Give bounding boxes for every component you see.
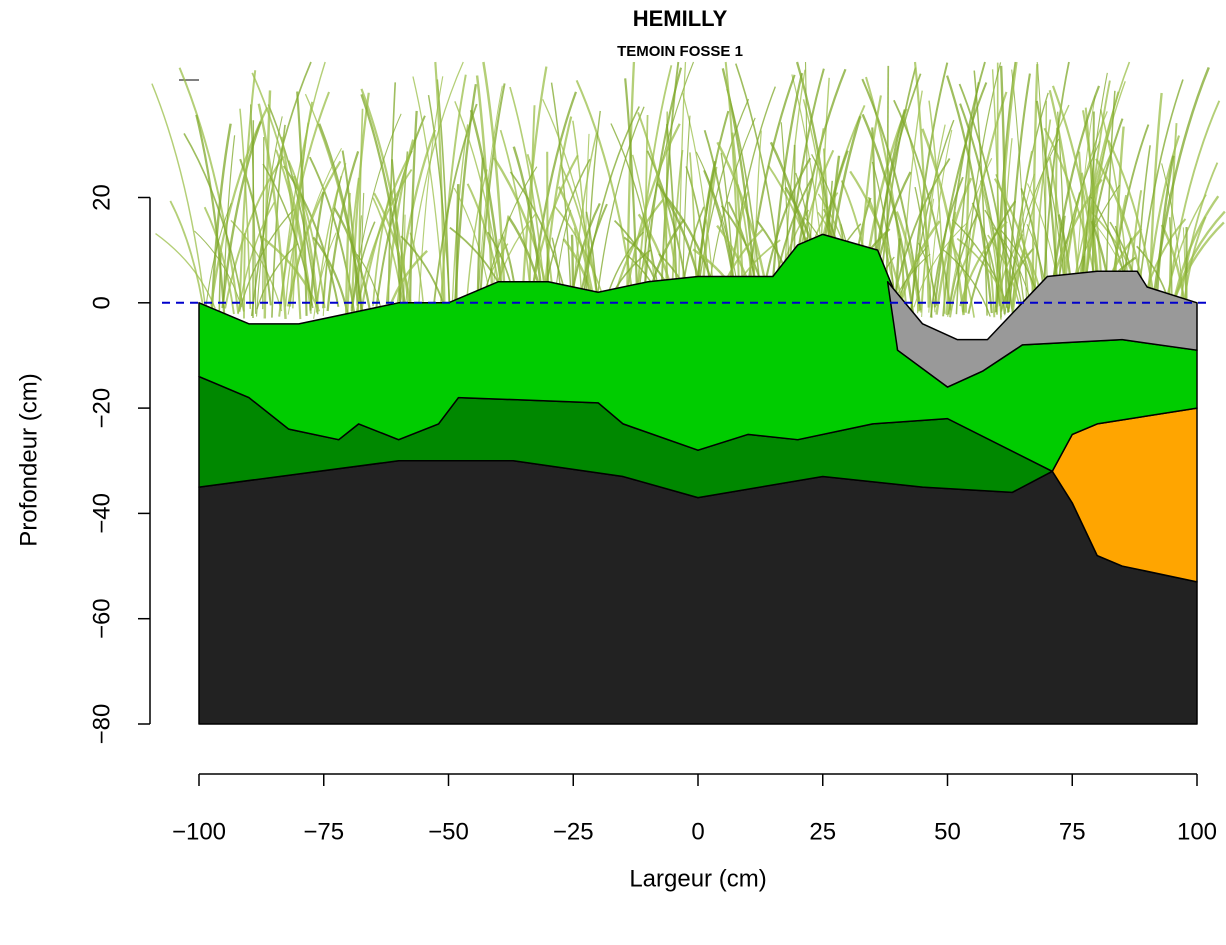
- layers: [162, 234, 1210, 724]
- y-axis-title: Profondeur (cm): [15, 373, 42, 546]
- grass-blade: [915, 62, 929, 308]
- soil-layer: [199, 461, 1197, 724]
- chart-subtitle: TEMOIN FOSSE 1: [617, 43, 743, 60]
- y-tick-label: −20: [88, 388, 115, 429]
- y-tick-label: 20: [88, 184, 115, 211]
- y-tick-label: −40: [88, 493, 115, 534]
- grass-blade: [456, 184, 458, 314]
- x-tick-label: 50: [934, 818, 961, 845]
- x-tick-label: 25: [809, 818, 836, 845]
- grass-blade: [170, 201, 205, 319]
- x-tick-label: 100: [1177, 818, 1217, 845]
- x-tick-label: −75: [303, 818, 344, 845]
- y-tick-label: −60: [88, 598, 115, 639]
- x-tick-label: −100: [172, 818, 226, 845]
- y-tick-label: 0: [88, 296, 115, 309]
- x-axis-title: Largeur (cm): [629, 865, 766, 892]
- grass-blade: [156, 234, 216, 309]
- x-tick-label: −25: [553, 818, 594, 845]
- x-tick-label: 75: [1059, 818, 1086, 845]
- grass-blade: [1150, 93, 1162, 305]
- y-tick-label: −80: [88, 704, 115, 745]
- grass-blade: [244, 233, 245, 318]
- x-tick-label: −50: [428, 818, 469, 845]
- x-tick-label: 0: [691, 818, 704, 845]
- chart-title: HEMILLY: [633, 6, 728, 31]
